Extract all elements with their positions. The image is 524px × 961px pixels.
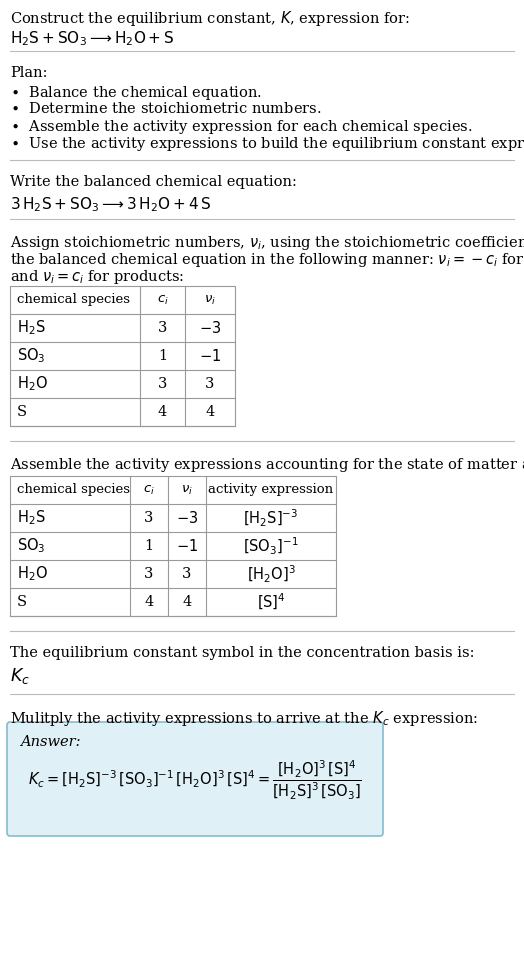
- Text: activity expression: activity expression: [209, 483, 334, 497]
- Text: chemical species: chemical species: [17, 483, 130, 497]
- Text: $[\mathrm{S}]^{4}$: $[\mathrm{S}]^{4}$: [257, 592, 286, 612]
- Text: 4: 4: [145, 595, 154, 609]
- Text: 3: 3: [158, 321, 167, 335]
- Text: S: S: [17, 595, 27, 609]
- Text: $-1$: $-1$: [199, 348, 221, 364]
- Text: 3: 3: [182, 567, 192, 581]
- Text: $\mathrm{SO_3}$: $\mathrm{SO_3}$: [17, 536, 46, 555]
- Text: $\bullet$  Determine the stoichiometric numbers.: $\bullet$ Determine the stoichiometric n…: [10, 101, 322, 116]
- Text: $-3$: $-3$: [199, 320, 221, 336]
- Text: $c_i$: $c_i$: [157, 293, 168, 307]
- Bar: [10, 476, 336, 616]
- Text: the balanced chemical equation in the following manner: $\nu_i = -c_i$ for react: the balanced chemical equation in the fo…: [10, 251, 524, 269]
- Text: $K_c$: $K_c$: [10, 666, 30, 686]
- Text: $3\,\mathrm{H_2S + SO_3 \longrightarrow 3\,H_2O + 4\,S}$: $3\,\mathrm{H_2S + SO_3 \longrightarrow …: [10, 195, 211, 213]
- Text: 1: 1: [158, 349, 167, 363]
- FancyBboxPatch shape: [7, 722, 383, 836]
- Bar: [10, 476, 336, 616]
- Text: $[\mathrm{H_2O}]^{3}$: $[\mathrm{H_2O}]^{3}$: [247, 563, 296, 584]
- Text: Answer:: Answer:: [20, 735, 81, 749]
- Text: Construct the equilibrium constant, $K$, expression for:: Construct the equilibrium constant, $K$,…: [10, 9, 410, 28]
- Text: $\mathrm{H_2O}$: $\mathrm{H_2O}$: [17, 375, 48, 393]
- Text: Write the balanced chemical equation:: Write the balanced chemical equation:: [10, 175, 297, 189]
- Text: The equilibrium constant symbol in the concentration basis is:: The equilibrium constant symbol in the c…: [10, 646, 475, 660]
- Text: $\mathrm{H_2S}$: $\mathrm{H_2S}$: [17, 508, 46, 528]
- Text: 4: 4: [158, 405, 167, 419]
- Text: 3: 3: [144, 511, 154, 525]
- Text: $\bullet$  Assemble the activity expression for each chemical species.: $\bullet$ Assemble the activity expressi…: [10, 118, 473, 136]
- Text: $[\mathrm{H_2S}]^{-3}$: $[\mathrm{H_2S}]^{-3}$: [244, 507, 299, 529]
- Text: $\nu_i$: $\nu_i$: [204, 293, 216, 307]
- Text: $c_i$: $c_i$: [143, 483, 155, 497]
- Text: $[\mathrm{SO_3}]^{-1}$: $[\mathrm{SO_3}]^{-1}$: [243, 535, 299, 556]
- Bar: [10, 286, 235, 426]
- Text: Assign stoichiometric numbers, $\nu_i$, using the stoichiometric coefficients, $: Assign stoichiometric numbers, $\nu_i$, …: [10, 234, 524, 252]
- Text: $\mathrm{SO_3}$: $\mathrm{SO_3}$: [17, 347, 46, 365]
- Text: 4: 4: [182, 595, 192, 609]
- Text: Mulitply the activity expressions to arrive at the $K_c$ expression:: Mulitply the activity expressions to arr…: [10, 709, 478, 728]
- Text: $\mathrm{H_2S + SO_3 \longrightarrow H_2O + S}$: $\mathrm{H_2S + SO_3 \longrightarrow H_2…: [10, 29, 174, 48]
- Text: Plan:: Plan:: [10, 66, 48, 80]
- Text: and $\nu_i = c_i$ for products:: and $\nu_i = c_i$ for products:: [10, 268, 184, 286]
- Text: $\mathrm{H_2O}$: $\mathrm{H_2O}$: [17, 565, 48, 583]
- Text: $-3$: $-3$: [176, 510, 198, 526]
- Text: $\nu_i$: $\nu_i$: [181, 483, 193, 497]
- Text: $\bullet$  Use the activity expressions to build the equilibrium constant expres: $\bullet$ Use the activity expressions t…: [10, 135, 524, 153]
- Text: $K_c = [\mathrm{H_2S}]^{-3}\,[\mathrm{SO_3}]^{-1}\,[\mathrm{H_2O}]^{3}\,[\mathrm: $K_c = [\mathrm{H_2S}]^{-3}\,[\mathrm{SO…: [28, 758, 362, 801]
- Text: $\bullet$  Balance the chemical equation.: $\bullet$ Balance the chemical equation.: [10, 84, 262, 102]
- Text: Assemble the activity expressions accounting for the state of matter and $\nu_i$: Assemble the activity expressions accoun…: [10, 456, 524, 474]
- Text: $\mathrm{H_2S}$: $\mathrm{H_2S}$: [17, 319, 46, 337]
- Text: S: S: [17, 405, 27, 419]
- Text: $-1$: $-1$: [176, 538, 198, 554]
- Text: 3: 3: [158, 377, 167, 391]
- Bar: [10, 286, 235, 426]
- Text: 3: 3: [144, 567, 154, 581]
- Text: 3: 3: [205, 377, 215, 391]
- Text: 1: 1: [145, 539, 154, 553]
- Text: 4: 4: [205, 405, 215, 419]
- Text: chemical species: chemical species: [17, 293, 130, 307]
